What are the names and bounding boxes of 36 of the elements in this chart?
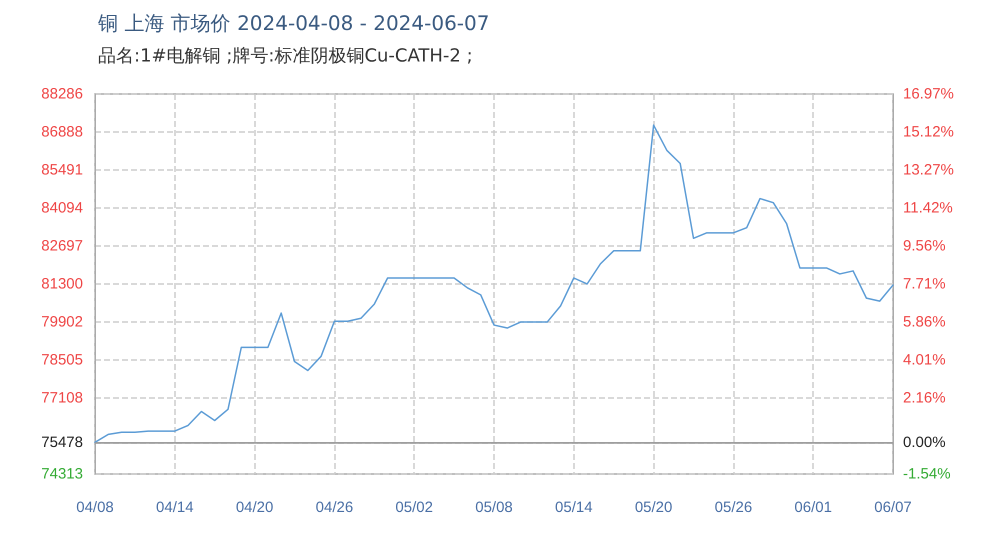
y-tick-label: 78505 [41,351,83,368]
line-series [94,124,894,444]
y2-tick-label: 13.27% [903,161,954,178]
x-tick-label: 05/26 [714,499,752,516]
x-tick-label: 04/20 [236,499,274,516]
y-tick-label: 81300 [41,275,83,292]
y-tick-label: 84094 [41,200,83,217]
x-tick-label: 04/26 [316,499,354,516]
y2-tick-label: -1.54% [903,466,951,482]
y-tick-label: 88286 [41,86,83,102]
x-tick-label: 05/08 [475,499,513,516]
y-tick-label: 86888 [41,124,83,141]
x-tick-label: 05/20 [634,499,672,516]
y2-tick-label: 7.71% [903,276,946,293]
y2-tick-label: 5.86% [903,314,946,331]
x-tick-label: 05/14 [555,499,593,516]
x-tick-label: 04/14 [156,499,194,516]
y2-tick-label: 16.97% [903,86,954,102]
y2-tick-label: 2.16% [903,390,946,407]
y2-tick-label: 11.42% [903,199,953,216]
x-tick-label: 04/08 [76,499,114,516]
x-tick-label: 06/01 [794,499,832,516]
x-tick-label: 05/02 [395,499,433,516]
y-tick-label: 74313 [41,466,83,482]
y-tick-label: 79902 [41,314,83,331]
y2-tick-label: 0.00% [903,434,946,451]
x-tick-label: 06/07 [874,499,912,516]
y-tick-label: 77108 [41,389,83,406]
chart-subtitle: 品名:1#电解铜 ;牌号:标准阴极铜Cu-CATH-2 ; [98,46,473,66]
y2-tick-label: 4.01% [903,352,946,369]
chart-title: 铜 上海 市场价 2024-04-08 - 2024-06-07 [97,11,490,35]
y-tick-label: 75478 [41,434,83,451]
y2-tick-label: 15.12% [903,123,954,140]
y-tick-label: 85491 [41,162,83,179]
y2-tick-label: 9.56% [903,238,946,255]
y-tick-label: 82697 [41,237,83,254]
